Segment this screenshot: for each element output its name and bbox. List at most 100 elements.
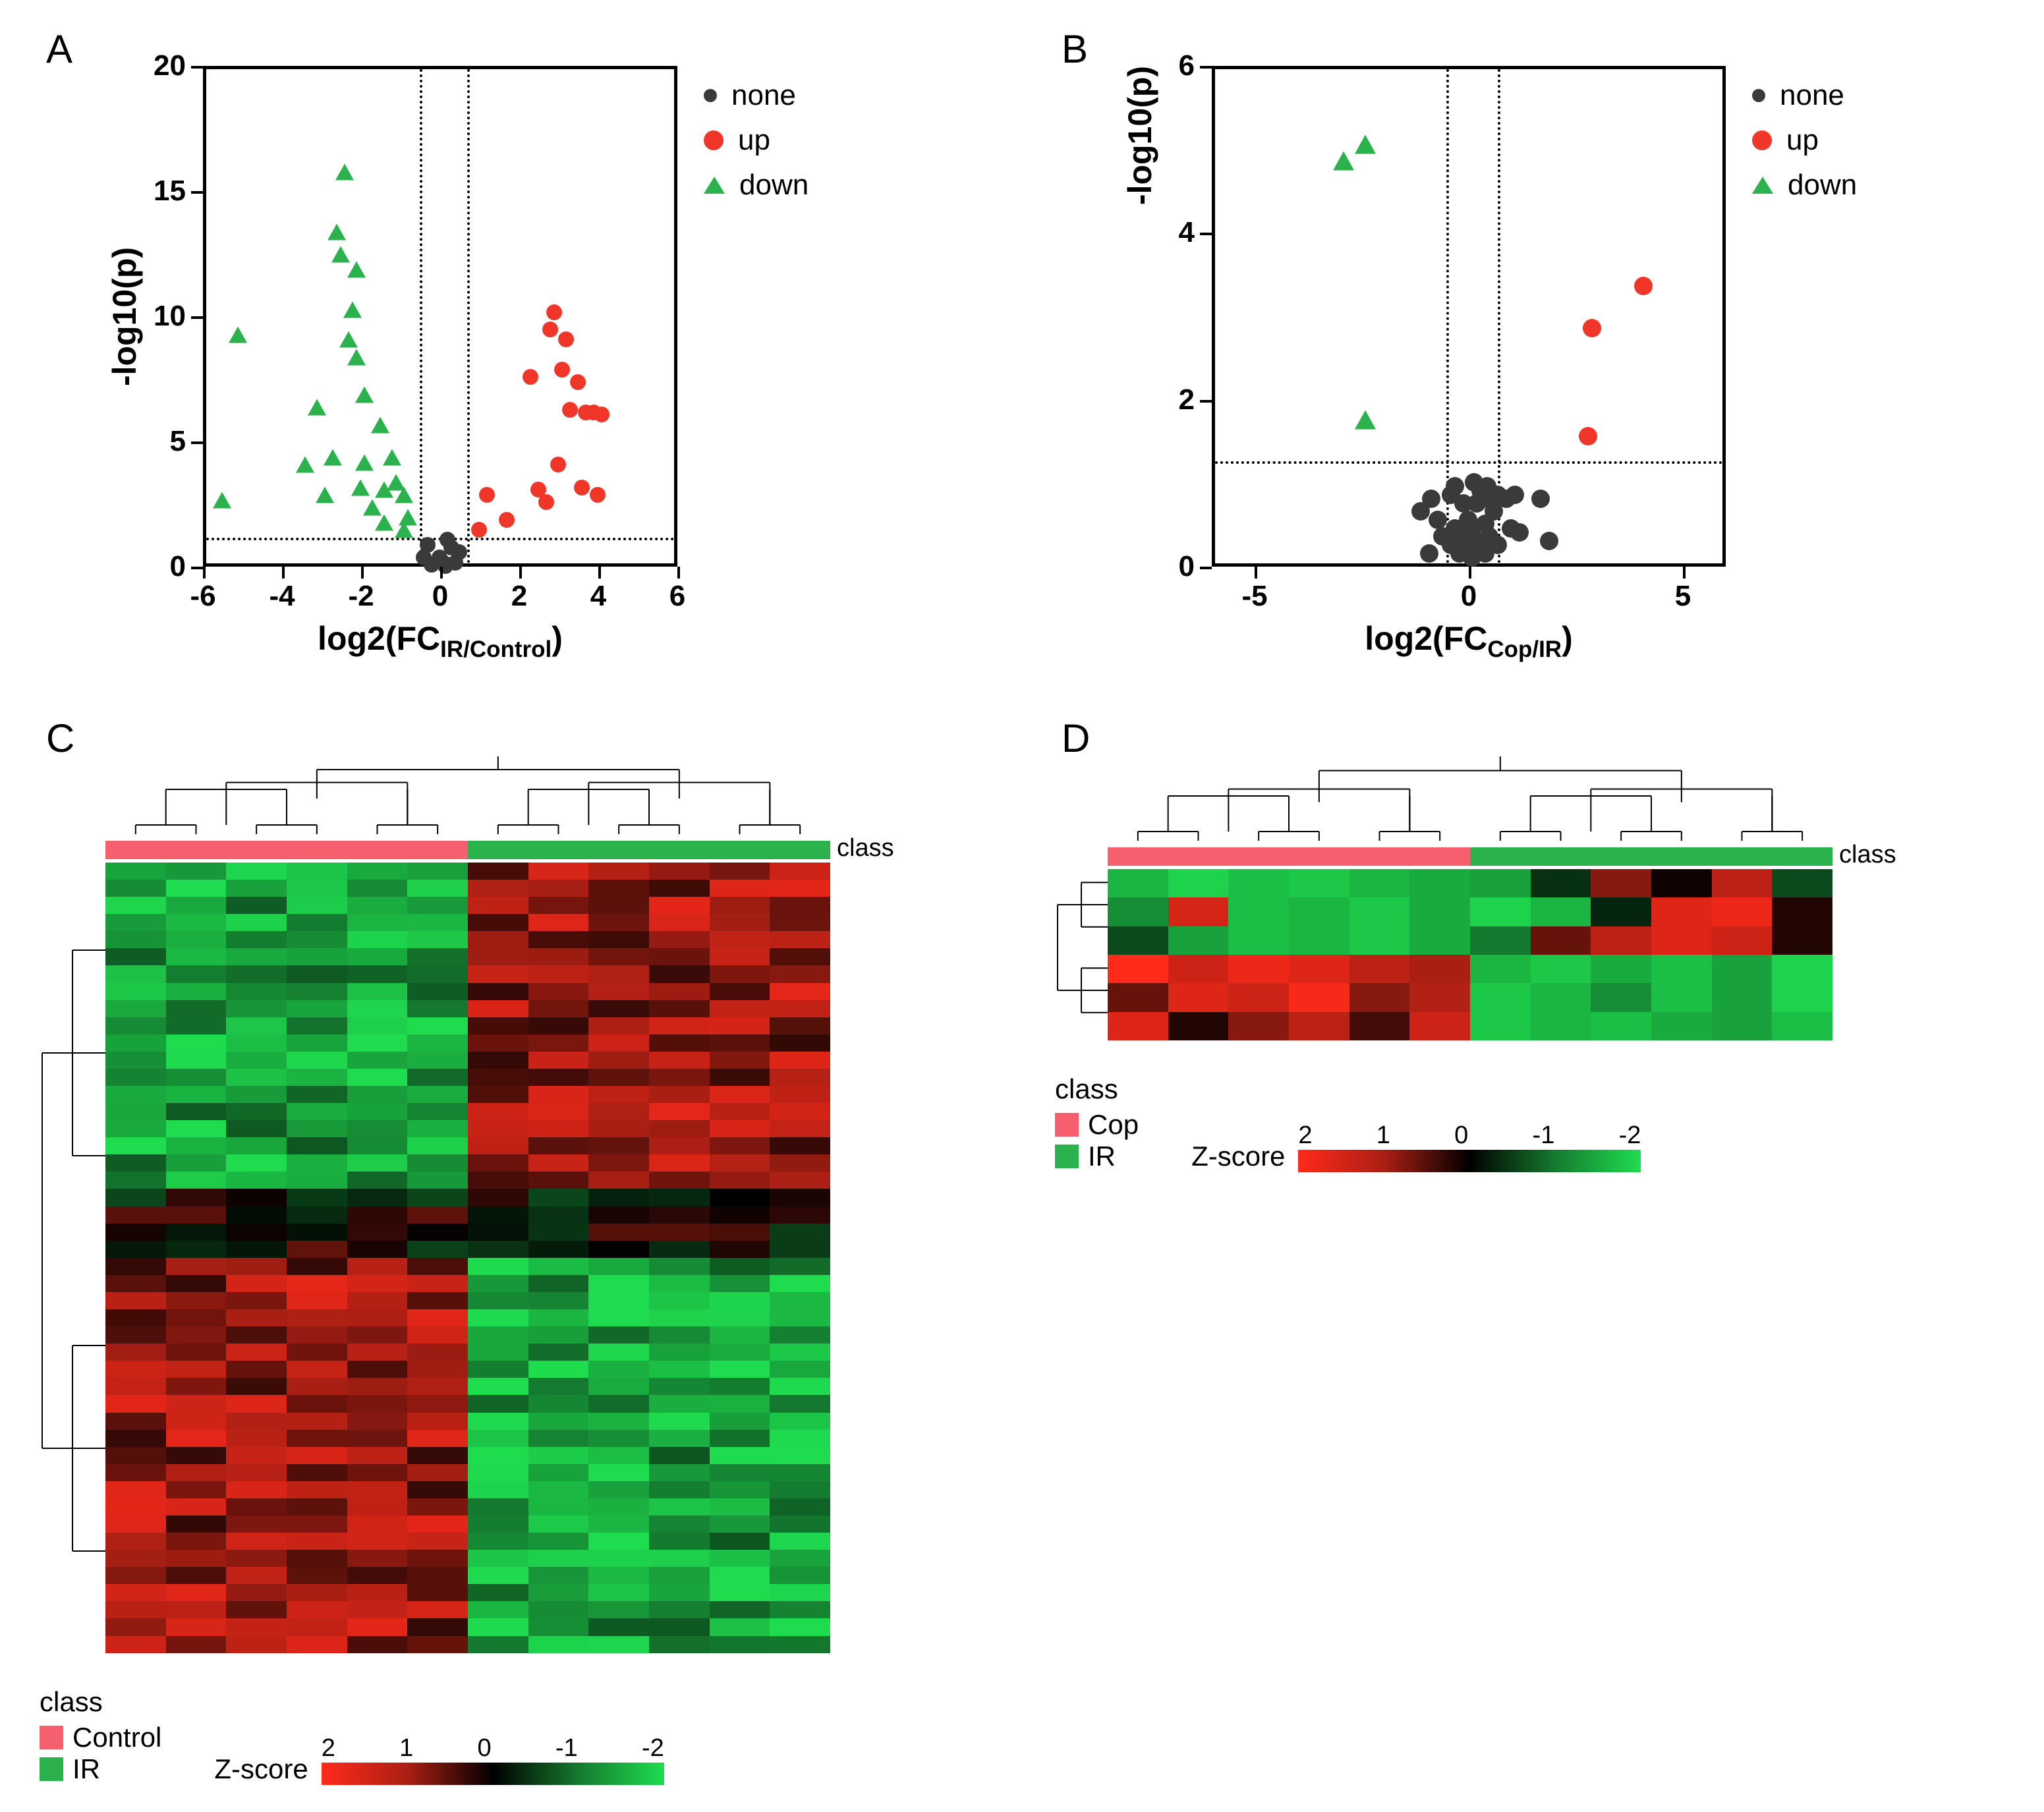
heatmap-cell [105,914,166,931]
heatmap-cell [649,1103,710,1120]
heatmap-cell [407,1636,468,1653]
heatmap-cell [710,1344,770,1361]
heatmap-cell [1470,897,1531,926]
heatmap-cell [1108,926,1168,955]
data-point-down [229,326,247,343]
heatmap-cell [1651,1012,1712,1040]
data-point-up [558,331,574,347]
heatmap-cell [649,1258,710,1275]
heatmap-cell [770,1103,830,1120]
heatmap-cell [226,1481,287,1498]
heatmap-cell [287,1034,347,1052]
heatmap-cell [407,1447,468,1464]
heatmap-cell [105,1034,166,1052]
ytick-label: 6 [1179,49,1195,82]
heatmap-cell [588,983,649,1000]
heatmap-cell [166,1498,227,1515]
heatmap-cell [166,1601,227,1618]
heatmap-cell [347,1292,408,1309]
heatmap-cell [347,1378,408,1395]
heatmap-cell [105,1154,166,1172]
heatmap-cell [166,1395,227,1412]
heatmap-cell [468,1567,528,1584]
panel-c-zscore-title: Z-score [214,1753,308,1785]
data-point-up [523,369,538,385]
heatmap-cell [649,914,710,931]
heatmap-cell [166,1258,227,1275]
data-point-up [546,304,562,320]
heatmap-cell [166,1137,227,1154]
heatmap-cell [407,1224,468,1241]
ytick-label: 4 [1179,216,1195,249]
data-point-down [347,262,366,278]
heatmap-cell [468,1309,528,1326]
heatmap-cell [407,1395,468,1412]
heatmap-cell [1228,983,1289,1011]
heatmap-cell [347,1601,408,1618]
heatmap-cell [588,965,649,982]
heatmap-cell [347,1189,408,1206]
heatmap-cell [770,1533,830,1550]
heatmap-cell [710,1533,770,1550]
panel-b-plot-wrap: -log10(p) 0246 noneupdown -505 log2(FCCo… [1121,66,2018,663]
heatmap-cell [226,1206,287,1224]
heatmap-cell [468,983,528,1000]
heatmap-cell [407,1481,468,1498]
heatmap-cell [105,1601,166,1618]
heatmap-cell [407,1378,468,1395]
heatmap-cell [468,1326,528,1344]
panel-c-class-legend: classControlIR [40,1686,161,1785]
heatmap-cell [1289,983,1349,1011]
data-point-up [538,494,554,510]
legend-label: down [739,169,809,202]
heatmap-cell [649,1601,710,1618]
class-legend-label: Cop [1088,1109,1139,1141]
data-point-up [550,457,566,472]
class-legend-swatch [1055,1145,1079,1168]
heatmap-cell [1651,926,1712,955]
heatmap-cell [1349,983,1410,1011]
heatmap-cell [710,1498,770,1515]
class-bar-segment [1108,847,1470,866]
heatmap-cell [347,1137,408,1154]
heatmap-cell [287,931,347,948]
heatmap-cell [1168,897,1229,926]
heatmap-cell [649,1275,710,1292]
heatmap-cell [166,1584,227,1601]
heatmap-cell [166,1430,227,1447]
panel-c-class-bar-label: class [837,834,894,863]
heatmap-cell [347,1275,408,1292]
heatmap-cell [468,1584,528,1601]
heatmap-cell [468,880,528,897]
data-point-down [213,492,231,508]
heatmap-cell [105,1550,166,1567]
data-point-up [590,487,606,503]
heatmap-cell [649,1395,710,1412]
heatmap-cell [226,1344,287,1361]
heatmap-cell [528,1172,589,1189]
heatmap-cell [1531,1012,1591,1040]
legend-item-none: none [1752,79,1857,112]
xtick-label: 2 [511,580,527,613]
heatmap-cell [528,1086,589,1103]
heatmap-cell [770,1361,830,1378]
heatmap-cell [287,1567,347,1584]
heatmap-cell [710,1258,770,1275]
heatmap-cell [105,1137,166,1154]
data-point-down [347,349,366,366]
heatmap-cell [287,1103,347,1120]
data-point-up [542,322,558,337]
data-point-none [1422,490,1440,508]
heatmap-cell [468,1464,528,1481]
heatmap-cell [710,1189,770,1206]
heatmap-cell [1531,897,1591,926]
heatmap-cell [347,1241,408,1258]
heatmap-cell [770,1292,830,1309]
heatmap-cell [166,1550,227,1567]
heatmap-cell [1349,1012,1410,1040]
heatmap-cell [226,1292,287,1309]
panel-d-col-dendrogram [1108,755,1832,841]
heatmap-cell [166,897,227,914]
heatmap-cell [407,1515,468,1533]
heatmap-cell [347,1550,408,1567]
